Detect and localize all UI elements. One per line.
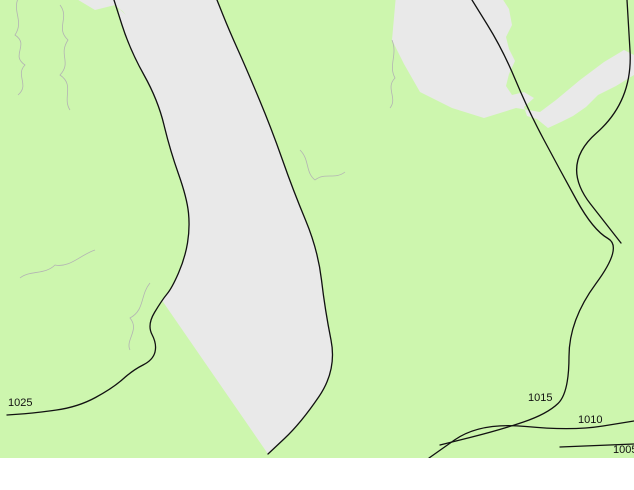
svg-text:1015: 1015 xyxy=(528,392,552,404)
svg-text:1025: 1025 xyxy=(8,397,32,409)
svg-text:1005: 1005 xyxy=(613,444,634,456)
svg-text:1010: 1010 xyxy=(578,414,602,426)
